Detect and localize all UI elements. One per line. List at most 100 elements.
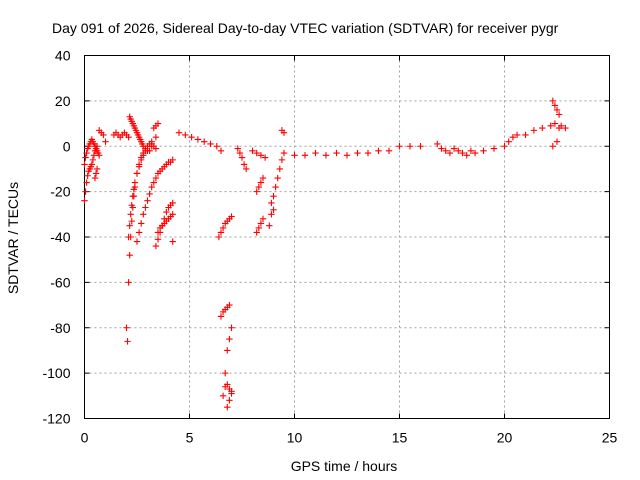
data-point <box>138 220 145 227</box>
data-point <box>471 149 479 157</box>
data-point <box>257 152 265 159</box>
data-point <box>131 179 139 186</box>
data-point <box>463 152 470 159</box>
data-point <box>90 152 98 159</box>
data-point <box>140 211 147 218</box>
data-point <box>276 165 283 173</box>
data-point <box>549 97 556 105</box>
data-point <box>217 147 225 154</box>
data-point <box>148 138 155 145</box>
data-point <box>459 149 466 157</box>
data-point <box>268 199 275 207</box>
data-point <box>219 224 227 232</box>
y-axis-label: SDTVAR / TECUs <box>5 182 21 294</box>
x-tick-label: 20 <box>497 430 513 446</box>
data-point <box>513 131 521 139</box>
data-point <box>91 174 99 182</box>
data-point <box>530 127 538 134</box>
y-tick-label: 0 <box>63 138 71 154</box>
y-axis-ticks: 40 20 0 -20 -40 -60 -80 -100 -120 <box>42 48 610 427</box>
data-point <box>253 229 260 236</box>
data-point <box>125 279 132 286</box>
data-point <box>148 183 155 191</box>
data-point <box>84 172 91 179</box>
data-point <box>255 224 262 232</box>
data-point <box>455 147 462 154</box>
data-point <box>234 145 241 152</box>
data-point <box>509 133 517 141</box>
data-point <box>291 152 298 159</box>
data-point <box>130 186 138 193</box>
data-point <box>144 143 151 150</box>
data-point <box>480 147 487 154</box>
data-point <box>169 238 176 245</box>
series-start-tracks <box>81 127 109 204</box>
data-point <box>249 147 256 154</box>
data-point <box>270 192 277 200</box>
data-point <box>228 390 235 397</box>
data-point <box>450 145 458 152</box>
data-point <box>92 170 100 177</box>
data-point <box>280 129 288 136</box>
data-point <box>126 222 133 229</box>
data-point <box>261 154 269 161</box>
data-point <box>555 111 563 118</box>
data-point <box>88 161 96 168</box>
data-point <box>226 397 233 404</box>
data-point <box>549 143 556 150</box>
x-tick-label: 25 <box>602 430 618 446</box>
data-point <box>522 131 529 139</box>
series-morning-tracks <box>110 113 176 345</box>
data-point <box>144 197 151 204</box>
data-point <box>194 136 202 143</box>
data-point <box>226 385 233 393</box>
x-axis-ticks: 0 5 10 15 20 25 <box>81 55 618 446</box>
data-point <box>129 192 136 200</box>
data-point <box>236 149 244 157</box>
series-midday-tracks <box>175 127 288 411</box>
data-point <box>217 313 225 320</box>
data-point <box>255 183 262 191</box>
data-point <box>102 138 109 145</box>
data-point <box>240 161 248 168</box>
data-point <box>259 174 267 182</box>
data-point <box>81 197 88 204</box>
data-point <box>82 154 89 161</box>
data-point <box>207 140 214 148</box>
data-point <box>354 149 361 157</box>
data-point <box>83 179 90 186</box>
x-tick-label: 5 <box>186 430 194 446</box>
y-tick-label: -100 <box>42 365 70 381</box>
data-point <box>188 133 195 141</box>
data-point <box>124 338 131 345</box>
y-tick-label: 40 <box>55 48 71 64</box>
data-point <box>125 233 132 241</box>
data-point <box>226 335 233 343</box>
data-point <box>213 143 220 150</box>
data-point <box>152 145 160 152</box>
data-point <box>126 251 133 259</box>
data-point <box>217 229 225 236</box>
data-point <box>547 122 554 130</box>
data-point <box>154 120 162 127</box>
data-point <box>228 213 235 220</box>
data-point <box>434 140 441 148</box>
data-point <box>446 149 454 157</box>
y-tick-label: -80 <box>50 320 70 336</box>
data-point <box>163 208 170 216</box>
data-point <box>142 204 149 211</box>
data-point <box>322 152 330 159</box>
data-point <box>215 233 223 241</box>
data-point <box>142 147 149 154</box>
data-point <box>274 174 281 182</box>
data-point <box>270 206 277 213</box>
data-point <box>127 211 134 218</box>
data-point <box>150 179 157 186</box>
grid-lines <box>84 55 610 419</box>
data-point <box>169 199 176 207</box>
data-point <box>238 154 246 161</box>
data-point <box>135 163 143 170</box>
data-point <box>152 242 160 250</box>
data-point <box>301 152 309 159</box>
